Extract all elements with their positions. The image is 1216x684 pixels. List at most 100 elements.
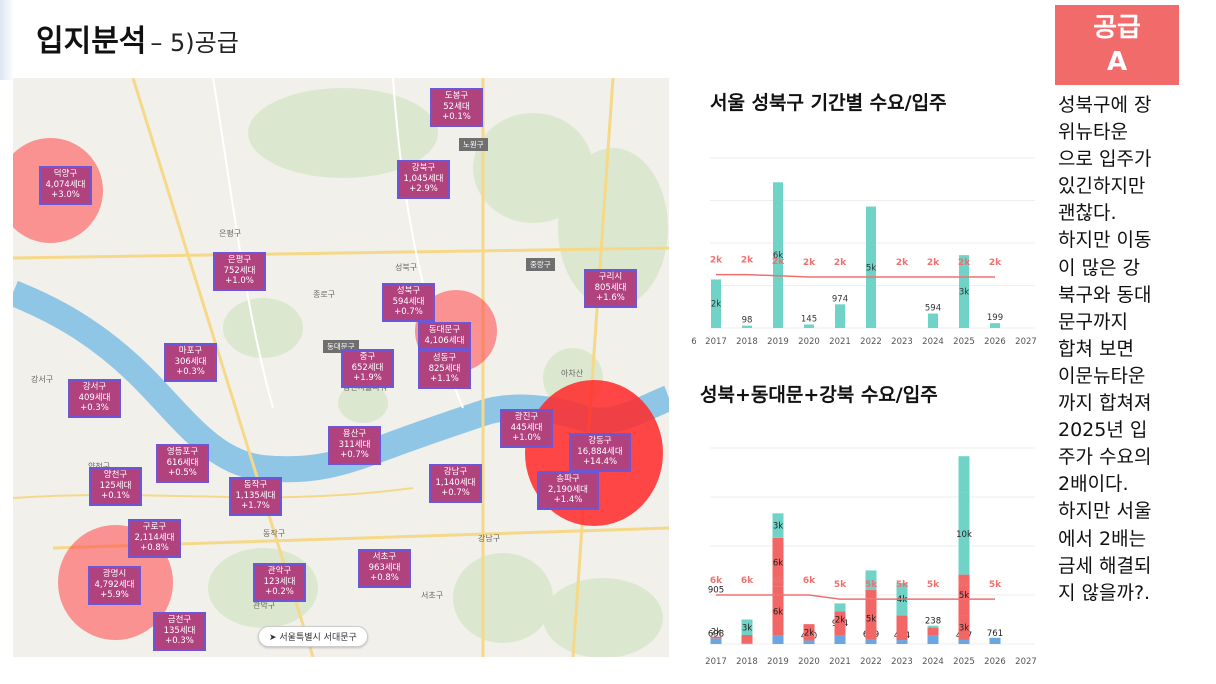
chart2-tick-label: 2022 bbox=[860, 657, 882, 667]
commentary-line: 으로 입주가 bbox=[1058, 148, 1152, 171]
district-change: +1.1% bbox=[430, 374, 459, 384]
district-name: 도봉구 bbox=[444, 91, 469, 101]
district-marker[interactable]: 중구 652세대 +1.9% bbox=[341, 349, 394, 388]
chart2-bar-segment bbox=[896, 640, 908, 644]
map-label-jongno: 종로구 bbox=[313, 290, 336, 299]
chart2-tick-label: 2027 bbox=[1015, 657, 1037, 667]
chart1-bar bbox=[773, 182, 783, 328]
map-label-namsan: 남산서울타워 bbox=[343, 383, 388, 392]
district-marker[interactable]: 용산구 311세대 +0.7% bbox=[328, 426, 381, 465]
chart2-bar-segment bbox=[741, 635, 753, 644]
chart1-tick-label: 2017 bbox=[705, 337, 727, 347]
chart1-bar-label: 594 bbox=[925, 304, 941, 314]
map-background bbox=[13, 78, 669, 657]
district-change: +0.2% bbox=[265, 587, 294, 597]
district-marker[interactable]: 강서구 409세대 +0.3% bbox=[68, 379, 121, 418]
chart2-tick-label: 2024 bbox=[922, 657, 944, 667]
chart1-bar-label: 145 bbox=[801, 314, 817, 324]
chart2-segment-label: 238 bbox=[925, 617, 941, 627]
district-name: 강북구 bbox=[411, 163, 436, 173]
district-households: 805세대 bbox=[594, 282, 627, 293]
chart2-bar-segment bbox=[772, 513, 784, 538]
district-marker[interactable]: 마포구 306세대 +0.3% bbox=[164, 343, 217, 382]
district-marker[interactable]: 관악구 123세대 +0.2% bbox=[253, 563, 306, 602]
district-marker[interactable]: 도봉구 52세대 +0.1% bbox=[430, 88, 483, 127]
commentary-line: 성북구에 장 bbox=[1058, 94, 1152, 116]
district-change: +0.8% bbox=[140, 543, 169, 553]
district-marker[interactable]: 동대문구 4,106세대 bbox=[418, 322, 471, 350]
chart2-demand-label: 6k bbox=[710, 576, 723, 586]
chart1-bar-label: 199 bbox=[987, 313, 1003, 323]
chart2-bar-segment bbox=[834, 603, 846, 612]
chart2-bar-segment bbox=[741, 643, 753, 645]
district-name: 중구 bbox=[359, 352, 376, 362]
district-marker[interactable]: 구로구 2,114세대 +0.8% bbox=[128, 519, 181, 558]
district-marker[interactable]: 송파구 2,190세대 +1.4% bbox=[537, 471, 599, 510]
title-main: 입지분석 bbox=[36, 24, 147, 59]
district-households: 409세대 bbox=[78, 392, 111, 403]
chart2-demand-label: 5k bbox=[989, 580, 1002, 590]
commentary-line: 금세 해결되 bbox=[1058, 554, 1152, 577]
district-name: 용산구 bbox=[342, 429, 367, 439]
chart2-segment-label: 2k bbox=[711, 628, 721, 638]
district-marker[interactable]: 영등포구 616세대 +0.5% bbox=[156, 444, 209, 483]
chart2-tick-label: 2023 bbox=[891, 657, 913, 667]
map-label-seongbuk: 성북구 bbox=[395, 263, 418, 272]
chart1-tick-label: 2022 bbox=[860, 337, 882, 347]
district-name: 관악구 bbox=[267, 566, 292, 576]
current-location-pill[interactable]: ➤ 서울특별시 서대문구 bbox=[258, 626, 368, 647]
chart2-tick-label: 2020 bbox=[798, 657, 820, 667]
badge-line-1: 공급 bbox=[1093, 13, 1141, 43]
district-marker[interactable]: 강남구 1,140세대 +0.7% bbox=[429, 464, 482, 503]
chart2-segment-label: 5k bbox=[959, 591, 969, 601]
chart2-title: 성북+동대문+강북 수요/입주 bbox=[700, 384, 938, 406]
chart2-segment-label: 3k bbox=[742, 623, 752, 633]
commentary-line: 있긴하지만 bbox=[1058, 175, 1146, 198]
commentary-line: 지 않을까?. bbox=[1058, 581, 1151, 604]
district-change: +0.3% bbox=[80, 403, 109, 413]
district-marker[interactable]: 은평구 752세대 +1.0% bbox=[213, 252, 266, 291]
chart2-segment-label: 3k bbox=[959, 624, 969, 634]
district-marker[interactable]: 동작구 1,135세대 +1.7% bbox=[229, 477, 282, 516]
chart2-segment-label: 10k bbox=[956, 530, 972, 540]
chart2-bar-segment bbox=[927, 625, 939, 628]
district-name: 광명시 bbox=[102, 569, 127, 579]
district-households: 616세대 bbox=[166, 457, 199, 468]
district-marker[interactable]: 덕양구 4,074세대 +3.0% bbox=[39, 166, 92, 205]
chart2-bar-segment bbox=[772, 586, 784, 636]
district-marker[interactable]: 광진구 445세대 +1.0% bbox=[500, 409, 553, 448]
district-marker[interactable]: 광명시 4,792세대 +5.9% bbox=[88, 566, 141, 605]
district-households: 2,190세대 bbox=[548, 484, 588, 495]
district-marker[interactable]: 서초구 963세대 +0.8% bbox=[358, 549, 411, 588]
district-name: 광진구 bbox=[514, 412, 539, 422]
chart2-bar-segment bbox=[834, 627, 846, 636]
district-marker[interactable]: 성동구 825세대 +1.1% bbox=[418, 350, 471, 389]
chart2-demand-label: 6k bbox=[741, 576, 754, 586]
chart1-edge-tick: 6 bbox=[691, 337, 696, 347]
chart2-demand-label: 6k bbox=[803, 576, 816, 586]
district-marker[interactable]: 금천구 135세대 +0.3% bbox=[153, 612, 206, 651]
district-name: 양천구 bbox=[103, 470, 128, 480]
district-change: +0.3% bbox=[165, 636, 194, 646]
commentary-line: 위뉴타운 bbox=[1058, 121, 1128, 144]
district-marker[interactable]: 양천구 125세대 +0.1% bbox=[89, 467, 142, 506]
chart2-bar-segment bbox=[865, 639, 877, 644]
district-households: 752세대 bbox=[223, 265, 256, 276]
chart2-bar-segment bbox=[958, 615, 970, 640]
chart2-bar-segment bbox=[927, 635, 939, 644]
chart2-bar-segment bbox=[958, 492, 970, 575]
chart2-bar-segment bbox=[896, 615, 908, 641]
chart1-tick-label: 2026 bbox=[984, 337, 1006, 347]
district-marker[interactable]: 강북구 1,045세대 +2.9% bbox=[397, 160, 450, 199]
slide-title: 입지분석 – 5)공급 bbox=[36, 16, 239, 60]
commentary-line: 에서 2배는 bbox=[1058, 527, 1147, 550]
seoul-supply-map[interactable]: 종로구 은평구 성북구 동대문구 남산서울타워 강서구 양천구 동작구 강남구 … bbox=[13, 78, 669, 657]
chart1-bar bbox=[711, 279, 721, 328]
district-marker[interactable]: 성북구 594세대 +0.7% bbox=[382, 283, 435, 322]
chart2-bar-segment bbox=[865, 570, 877, 591]
district-marker[interactable]: 강동구 16,884세대 +14.4% bbox=[569, 433, 631, 472]
chart1-bar bbox=[804, 324, 814, 328]
district-name: 송파구 bbox=[556, 474, 580, 484]
district-marker[interactable]: 구리시 805세대 +1.6% bbox=[584, 269, 637, 308]
district-change: +2.9% bbox=[409, 184, 438, 194]
